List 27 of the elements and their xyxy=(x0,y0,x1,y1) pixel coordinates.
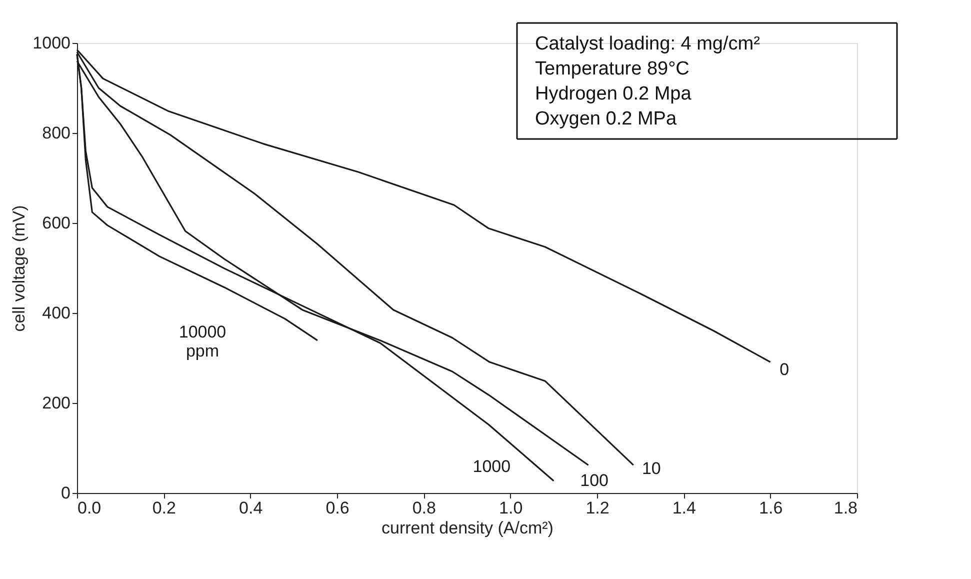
x-tick-label: 1.6 xyxy=(759,498,783,518)
annotation: Temperature 89°C xyxy=(535,58,690,80)
y-tick-label: 1000 xyxy=(32,34,70,52)
annotation: Hydrogen 0.2 Mpa xyxy=(535,84,692,104)
annotation: Oxygen 0.2 MPa xyxy=(535,108,677,130)
y-tick-label: 200 xyxy=(42,394,70,412)
y-axis-title: cell voltage (mV) xyxy=(10,205,29,332)
y-tick-label: 400 xyxy=(42,304,70,322)
x-axis-title: current density (A/cm²) xyxy=(382,518,554,538)
x-tick-label: 0.2 xyxy=(152,498,176,518)
x-tick-label: 1.4 xyxy=(672,498,696,518)
annotation: Catalyst loading: 4 mg/cm² xyxy=(535,34,760,54)
series-label: 10 xyxy=(642,459,661,478)
y-tick-label: 600 xyxy=(42,214,70,232)
series-label: 100 xyxy=(580,471,609,490)
x-tick-label: 0.0 xyxy=(78,498,102,518)
x-tick-label: 0.4 xyxy=(239,498,263,518)
series-label: 1000 xyxy=(472,456,511,476)
y-tick-label: 800 xyxy=(42,124,70,142)
x-tick-label: 1.2 xyxy=(586,498,610,518)
y-tick-label: 0 xyxy=(61,484,70,502)
series-label: 10000 ppm xyxy=(178,322,226,360)
x-tick-label: 0.6 xyxy=(326,498,350,518)
x-tick-label: 1.0 xyxy=(499,498,523,518)
series-label: 0 xyxy=(780,360,790,380)
x-tick-label: 1.8 xyxy=(834,498,858,518)
x-tick-label: 0.8 xyxy=(412,498,436,518)
